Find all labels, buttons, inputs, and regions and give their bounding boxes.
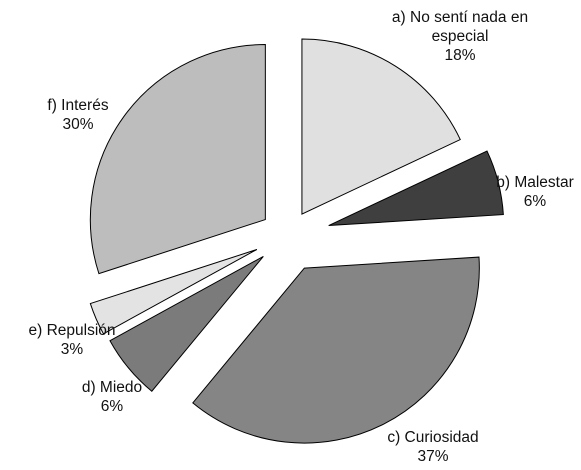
slice-percent-label: 3% [61,341,84,358]
slice-label-miedo: d) Miedo 6% [82,379,142,415]
slice-label-no-senti-nada-en-especial: a) No sentí nada en especial 18% [392,9,528,64]
slice-percent-label: 37% [417,448,448,465]
slice-percent-label: 6% [524,193,547,210]
slice-category-label: a) No sentí nada en [392,9,528,26]
slice-percent-label: 18% [444,47,475,64]
slice-percent-label: 6% [101,398,124,415]
slice-category-label: especial [432,28,489,45]
pie-slice-malestar [328,150,504,227]
slice-category-label: b) Malestar [496,174,574,191]
slice-category-label: c) Curiosidad [387,429,478,446]
slice-label-malestar: b) Malestar 6% [496,174,574,210]
pie-slices [89,38,504,444]
pie-slice-no-senti-nada-en-especial [301,38,461,215]
slice-category-label: f) Interés [47,97,108,114]
slice-percent-label: 30% [62,116,93,133]
pie-slice-curiosidad [192,256,480,444]
slice-category-label: e) Repulsión [28,322,115,339]
pie-slice-interes [89,44,266,275]
slice-label-curiosidad: c) Curiosidad 37% [387,429,478,465]
slice-label-repulsion: e) Repulsión 3% [28,322,115,358]
pie-slice-repulsion [89,249,258,335]
slice-category-label: d) Miedo [82,379,142,396]
pie-slice-miedo [109,255,264,392]
slice-label-interes: f) Interés 30% [47,97,108,133]
pie-labels: a) No sentí nada en especial 18% b) Malesta… [28,9,573,465]
